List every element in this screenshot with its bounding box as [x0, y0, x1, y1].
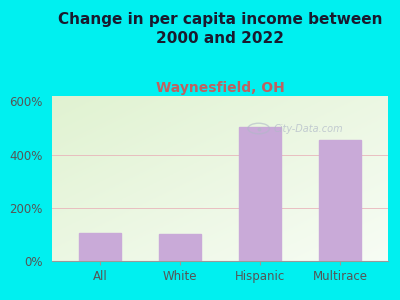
Bar [159, 234, 201, 261]
Text: Waynesfield, OH: Waynesfield, OH [156, 81, 284, 95]
Bar [319, 140, 361, 261]
Bar [239, 127, 281, 261]
Text: Change in per capita income between
2000 and 2022: Change in per capita income between 2000… [58, 12, 382, 46]
Text: City-Data.com: City-Data.com [274, 124, 343, 134]
Bar [79, 233, 121, 261]
